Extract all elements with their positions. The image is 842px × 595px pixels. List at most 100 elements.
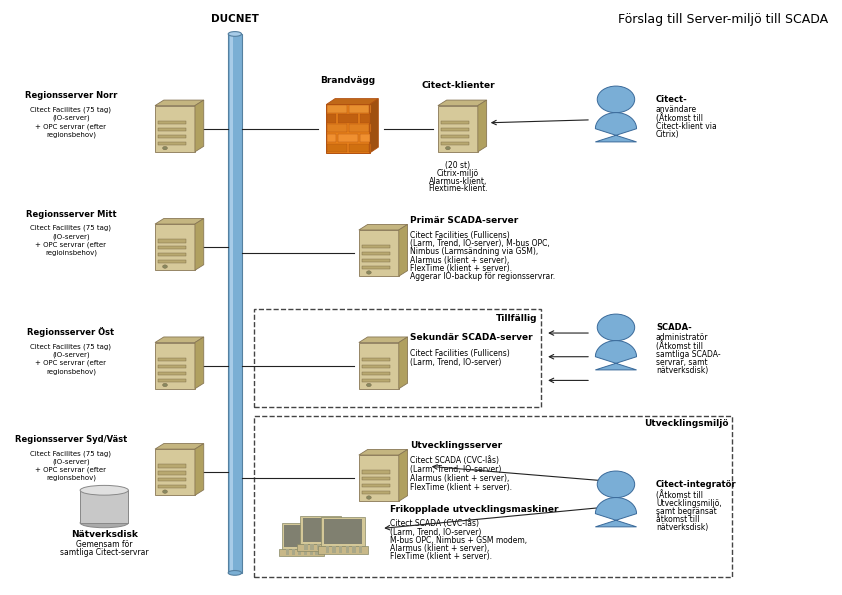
- Text: Brandvägg: Brandvägg: [321, 76, 376, 85]
- Bar: [292, 549, 296, 550]
- Bar: [362, 252, 390, 255]
- Bar: [292, 553, 296, 555]
- Bar: [317, 548, 320, 550]
- Bar: [286, 553, 290, 555]
- Text: (Åtkomst till: (Åtkomst till: [656, 341, 703, 351]
- Text: samt begränsat: samt begränsat: [656, 507, 717, 516]
- Text: FlexTime (klient + server).: FlexTime (klient + server).: [410, 264, 513, 273]
- Circle shape: [366, 271, 371, 274]
- Text: Citect-: Citect-: [656, 95, 688, 104]
- Bar: [326, 547, 329, 549]
- Text: Gemensam för: Gemensam för: [76, 540, 132, 549]
- Bar: [158, 485, 186, 488]
- Text: (IO-server): (IO-server): [52, 233, 90, 240]
- Circle shape: [597, 86, 635, 112]
- Bar: [333, 549, 336, 551]
- Bar: [441, 121, 469, 124]
- Text: användare: användare: [656, 105, 697, 114]
- Bar: [324, 519, 362, 544]
- Bar: [362, 477, 390, 480]
- Text: administratör: administratör: [656, 333, 708, 342]
- Bar: [333, 546, 336, 548]
- Bar: [155, 224, 195, 270]
- Bar: [158, 372, 186, 375]
- Polygon shape: [195, 100, 204, 152]
- Bar: [310, 552, 313, 553]
- Text: regioinsbehov): regioinsbehov): [45, 250, 97, 256]
- Polygon shape: [399, 449, 408, 501]
- Text: Citect Facilities (Fullicens): Citect Facilities (Fullicens): [410, 231, 510, 240]
- Bar: [300, 516, 341, 544]
- Bar: [311, 544, 314, 546]
- Ellipse shape: [80, 518, 128, 528]
- Text: + OPC servrar (efter: + OPC servrar (efter: [35, 466, 106, 473]
- Polygon shape: [195, 337, 204, 389]
- Text: (20 st): (20 st): [445, 161, 471, 170]
- Bar: [326, 546, 329, 548]
- Bar: [359, 547, 362, 549]
- Bar: [328, 124, 347, 133]
- Bar: [304, 544, 307, 546]
- Bar: [304, 550, 307, 552]
- Text: Alarmus (klient + server),: Alarmus (klient + server),: [410, 474, 509, 483]
- Bar: [329, 547, 333, 549]
- Text: (Larm, Trend, IO-server): (Larm, Trend, IO-server): [390, 528, 481, 537]
- Text: samtliga SCADA-: samtliga SCADA-: [656, 350, 721, 359]
- Polygon shape: [399, 337, 408, 389]
- Polygon shape: [155, 100, 204, 106]
- Bar: [304, 548, 307, 550]
- Bar: [158, 378, 186, 382]
- Circle shape: [597, 471, 635, 497]
- Bar: [338, 546, 342, 548]
- Text: Alarmus (klient + server),: Alarmus (klient + server),: [410, 256, 509, 265]
- Text: Citect-integratör: Citect-integratör: [656, 480, 737, 488]
- Text: regionsbehov): regionsbehov): [46, 131, 96, 138]
- Bar: [286, 552, 290, 553]
- Text: (Larm, Trend, IO-server): (Larm, Trend, IO-server): [410, 465, 502, 474]
- Bar: [230, 34, 233, 573]
- Text: (IO-server): (IO-server): [52, 458, 90, 465]
- Polygon shape: [595, 340, 637, 370]
- Text: Utvecklingsmiljö,: Utvecklingsmiljö,: [656, 499, 722, 508]
- Text: FlexTime (klient + server).: FlexTime (klient + server).: [390, 552, 492, 562]
- Bar: [304, 553, 307, 555]
- Bar: [362, 245, 390, 249]
- Bar: [360, 134, 370, 142]
- Bar: [441, 142, 469, 145]
- Bar: [352, 546, 355, 548]
- Bar: [329, 545, 333, 547]
- Bar: [304, 549, 307, 550]
- Bar: [441, 128, 469, 131]
- Bar: [362, 491, 390, 494]
- Text: + OPC servrar (efter: + OPC servrar (efter: [35, 242, 106, 248]
- Text: Citrix-miljö: Citrix-miljö: [437, 169, 479, 178]
- Bar: [155, 343, 195, 389]
- Text: Nätverksdisk: Nätverksdisk: [71, 530, 138, 539]
- Bar: [362, 266, 390, 270]
- Bar: [158, 471, 186, 475]
- Bar: [323, 548, 327, 550]
- Text: Flextime-klient.: Flextime-klient.: [428, 184, 488, 193]
- Bar: [279, 549, 324, 556]
- Text: nätverksdisk): nätverksdisk): [656, 524, 708, 533]
- Bar: [298, 552, 301, 553]
- Bar: [352, 547, 355, 549]
- Bar: [335, 544, 338, 546]
- Text: (Åtkomst till: (Åtkomst till: [656, 113, 703, 123]
- Bar: [316, 550, 319, 552]
- Bar: [311, 548, 314, 550]
- Text: Citect SCADA (CVC-lås): Citect SCADA (CVC-lås): [410, 456, 499, 465]
- Bar: [155, 106, 195, 152]
- Text: Alarmus (klient + server),: Alarmus (klient + server),: [390, 544, 489, 553]
- Bar: [345, 547, 349, 549]
- Bar: [316, 553, 319, 555]
- Bar: [359, 549, 362, 551]
- Text: Alarmus-klient,: Alarmus-klient,: [429, 177, 487, 186]
- Text: Citect Facilites (75 tag): Citect Facilites (75 tag): [30, 107, 111, 113]
- Bar: [298, 553, 301, 555]
- Bar: [254, 416, 733, 577]
- Polygon shape: [370, 99, 378, 153]
- Bar: [328, 114, 336, 123]
- Circle shape: [163, 265, 168, 268]
- Text: Citect Facilites (75 tag): Citect Facilites (75 tag): [30, 225, 111, 231]
